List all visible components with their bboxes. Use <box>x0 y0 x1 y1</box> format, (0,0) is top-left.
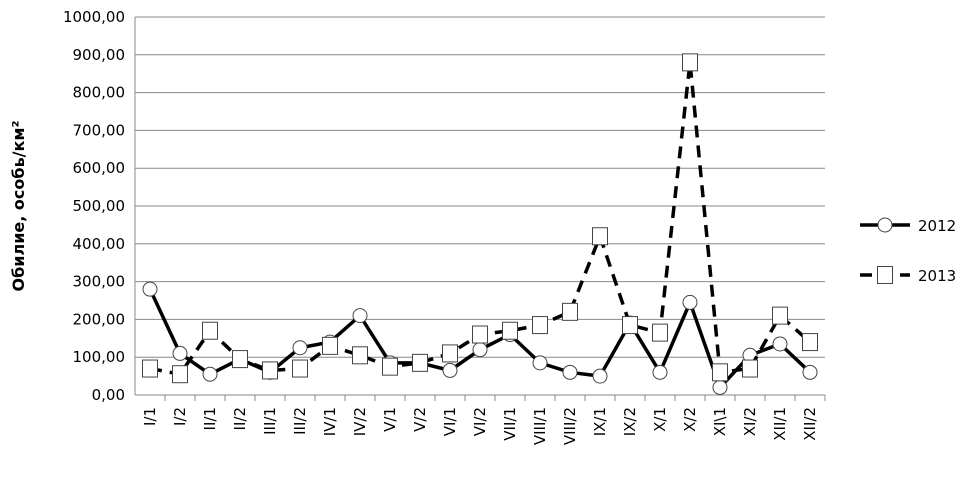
data-point <box>382 357 398 376</box>
x-tick-label: V/1 <box>381 407 399 432</box>
y-tick-label: 800,00 <box>73 84 126 102</box>
data-point <box>142 281 158 297</box>
data-point <box>352 346 368 365</box>
y-tick-label: 500,00 <box>73 197 126 215</box>
x-tick-label: VIII/1 <box>531 407 549 445</box>
data-point <box>562 302 578 321</box>
data-point <box>262 361 278 380</box>
data-point <box>802 364 818 380</box>
data-point <box>172 365 188 384</box>
x-tick-label: X/1 <box>651 407 669 432</box>
x-tick-label: XII/1 <box>771 407 789 441</box>
x-tick-label: II/2 <box>231 407 249 430</box>
y-axis-label: Обилие, особь/км² <box>9 121 28 292</box>
y-tick-label: 700,00 <box>73 121 126 139</box>
x-tick-label: IV/2 <box>351 407 369 436</box>
data-point <box>442 344 458 363</box>
data-point <box>472 342 488 358</box>
data-point <box>652 364 668 380</box>
data-point <box>202 321 218 340</box>
data-point <box>532 316 548 335</box>
data-point <box>472 325 488 344</box>
data-point <box>772 306 788 325</box>
x-tick-label: VII/1 <box>501 407 519 441</box>
legend-label: 2012 <box>918 217 956 235</box>
y-tick-label: 100,00 <box>73 348 126 366</box>
y-tick-label: 200,00 <box>73 310 126 328</box>
data-point <box>352 308 368 324</box>
data-point <box>562 364 578 380</box>
x-tick-label: VI/2 <box>471 407 489 436</box>
x-tick-label: VI/1 <box>441 407 459 436</box>
data-point <box>592 227 608 246</box>
x-tick-label: VIII/2 <box>561 407 579 445</box>
y-tick-label: 400,00 <box>73 235 126 253</box>
x-tick-label: XI/2 <box>741 407 759 436</box>
data-point <box>772 336 788 352</box>
data-point <box>712 363 728 382</box>
data-point <box>442 362 458 378</box>
data-point <box>292 359 308 378</box>
x-tick-label: I/2 <box>171 407 189 426</box>
legend-label: 2013 <box>918 267 956 285</box>
data-point <box>502 321 518 340</box>
x-tick-label: XII/2 <box>801 407 819 441</box>
legend-marker <box>877 217 893 233</box>
data-point <box>412 353 428 372</box>
legend-marker <box>877 266 893 284</box>
y-tick-label: 600,00 <box>73 159 126 177</box>
data-point <box>232 350 248 369</box>
y-tick-label: 0,00 <box>92 386 125 404</box>
data-point <box>202 366 218 382</box>
data-point <box>652 323 668 342</box>
x-tick-label: III/2 <box>291 407 309 435</box>
data-point <box>682 53 698 72</box>
y-tick-label: 900,00 <box>73 46 126 64</box>
y-tick-label: 300,00 <box>73 273 126 291</box>
data-point <box>172 345 188 361</box>
x-tick-label: IV/1 <box>321 407 339 436</box>
x-tick-label: XI\1 <box>711 407 729 436</box>
data-point <box>622 316 638 335</box>
data-point <box>142 359 158 378</box>
x-tick-label: IX/1 <box>591 407 609 436</box>
x-tick-label: I/1 <box>141 407 159 426</box>
y-tick-label: 1000,00 <box>63 8 125 26</box>
data-point <box>802 333 818 352</box>
data-point <box>682 294 698 310</box>
x-tick-label: V/2 <box>411 407 429 432</box>
data-point <box>532 355 548 371</box>
data-point <box>742 359 758 378</box>
x-tick-label: II/1 <box>201 407 219 430</box>
data-point <box>292 340 308 356</box>
data-point <box>592 368 608 384</box>
x-tick-label: III/1 <box>261 407 279 435</box>
x-tick-label: IX/2 <box>621 407 639 436</box>
x-tick-label: X/2 <box>681 407 699 432</box>
data-point <box>322 336 338 355</box>
data-point <box>712 379 728 395</box>
